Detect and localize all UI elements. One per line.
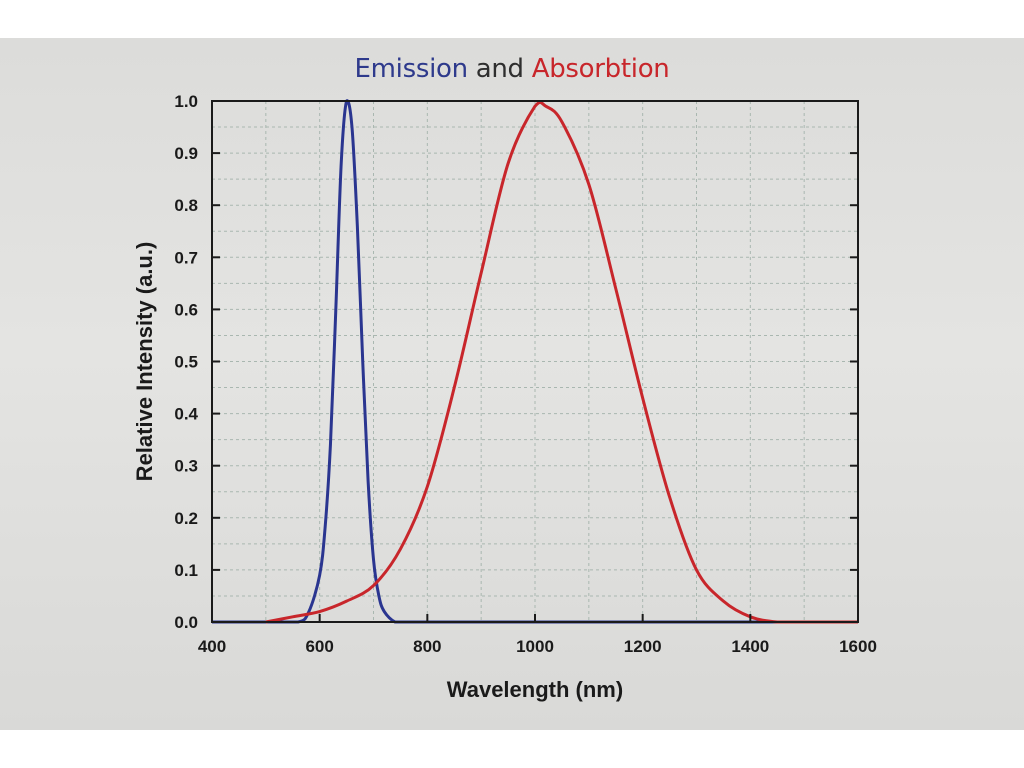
y-tick-label: 0.2	[174, 509, 198, 528]
x-tick-label: 600	[305, 637, 333, 656]
y-tick-label: 0.1	[174, 561, 198, 580]
x-tick-label: 800	[413, 637, 441, 656]
y-tick-label: 0.8	[174, 196, 198, 215]
x-axis-label: Wavelength (nm)	[447, 677, 623, 702]
y-tick-label: 0.3	[174, 457, 198, 476]
x-tick-label: 1600	[839, 637, 877, 656]
y-tick-label: 1.0	[174, 92, 198, 111]
chart-title: Emission and Absorbtion	[0, 54, 1024, 84]
title-absorbtion: Absorbtion	[531, 54, 670, 84]
x-tick-label: 1000	[516, 637, 554, 656]
y-axis-label: Relative Intensity (a.u.)	[132, 242, 157, 482]
absorbtion-line	[265, 100, 858, 624]
y-tick-label: 0.0	[174, 613, 198, 632]
y-tick-label: 0.4	[174, 405, 198, 424]
grid	[212, 101, 858, 622]
x-tick-label: 400	[198, 637, 226, 656]
y-tick-label: 0.9	[174, 144, 198, 163]
axis-ticks: 400 600 800 1000 1200 1400 1600 0.0 0.1 0.2 0.3 0.4…	[174, 92, 877, 656]
title-and: and	[475, 54, 524, 84]
x-tick-label: 1400	[731, 637, 769, 656]
x-tick-label: 1200	[624, 637, 662, 656]
title-emission: Emission	[354, 54, 469, 84]
y-tick-label: 0.6	[174, 300, 198, 319]
y-tick-label: 0.5	[174, 353, 198, 372]
y-tick-label: 0.7	[174, 248, 198, 267]
